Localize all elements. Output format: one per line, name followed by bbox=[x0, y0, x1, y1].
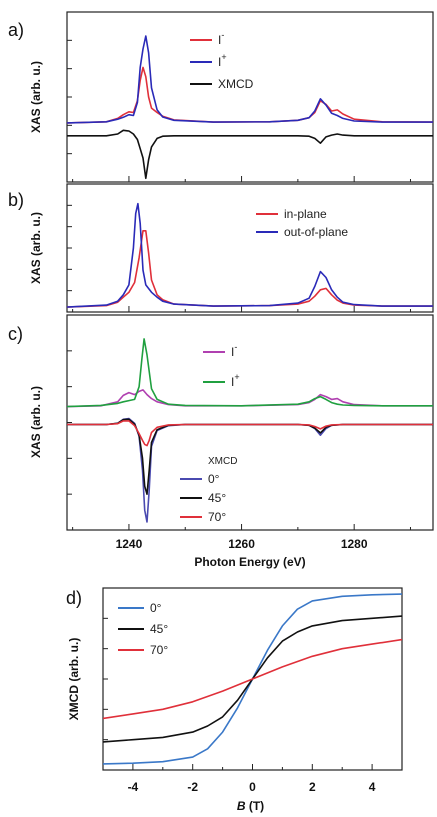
legend-label: 0° bbox=[208, 472, 220, 486]
plot-frame bbox=[66, 183, 434, 313]
legend-label: I bbox=[231, 375, 234, 389]
legend-label: 45° bbox=[208, 491, 226, 505]
legend-label: I bbox=[218, 33, 221, 47]
series-line-XMCD bbox=[67, 129, 433, 180]
series-line-0 bbox=[67, 417, 433, 523]
plot-frame bbox=[66, 314, 434, 531]
legend-entry: I+ bbox=[231, 372, 240, 389]
series-group bbox=[67, 35, 433, 180]
x-tick-label: 4 bbox=[369, 780, 376, 794]
legend-sup: + bbox=[234, 372, 239, 382]
x-tick-label: -4 bbox=[128, 780, 139, 794]
series-line-45 bbox=[67, 418, 433, 495]
legend-entry: 0° bbox=[150, 601, 162, 615]
legend-label: 70° bbox=[208, 510, 226, 524]
panel-label: b) bbox=[8, 190, 24, 210]
legend-label: out-of-plane bbox=[284, 225, 348, 239]
series-group bbox=[67, 338, 433, 523]
panel-a: a)XAS (arb. u.)I-I+XMCD bbox=[8, 11, 434, 183]
y-axis-label: XAS (arb. u.) bbox=[29, 386, 43, 458]
x-axis-label: Photon Energy (eV) bbox=[194, 555, 305, 569]
y-axis-label: XAS (arb. u.) bbox=[29, 212, 43, 284]
x-tick-label: 1240 bbox=[116, 537, 143, 551]
legend-entry: I- bbox=[218, 30, 224, 47]
legend-entry: 45° bbox=[150, 622, 168, 636]
series-line-I bbox=[67, 35, 433, 124]
x-tick-label: 1260 bbox=[228, 537, 255, 551]
series-group bbox=[67, 202, 433, 308]
series-line-outofplane bbox=[67, 202, 433, 308]
legend-entry: XMCD bbox=[218, 77, 254, 91]
legend-entry: I- bbox=[231, 342, 237, 359]
legend-label: 45° bbox=[150, 622, 168, 636]
legend-sup: + bbox=[221, 52, 226, 62]
panel-label: c) bbox=[8, 324, 23, 344]
series-line-I bbox=[67, 66, 433, 124]
panel-label: d) bbox=[66, 588, 82, 608]
legend-sup: - bbox=[221, 30, 224, 40]
legend-label: 0° bbox=[150, 601, 162, 615]
legend-entry: I+ bbox=[218, 52, 227, 69]
x-axis-label-var: B bbox=[237, 799, 246, 813]
y-axis-label: XMCD (arb. u.) bbox=[67, 638, 81, 721]
x-tick-label: -2 bbox=[187, 780, 198, 794]
series-group bbox=[103, 593, 402, 765]
x-tick-label: 2 bbox=[309, 780, 316, 794]
series-line-I bbox=[67, 338, 433, 408]
x-axis-label: B (T) bbox=[237, 799, 264, 813]
panel-b: b) XAS (arb. u.) in-plane out-of-plane bbox=[8, 183, 434, 313]
legend-entry: 45° bbox=[208, 491, 226, 505]
panel-c: c)XAS (arb. u.)1240 1260 1280I-I+XMCD0°45°… bbox=[8, 314, 434, 569]
legend-label: 70° bbox=[150, 643, 168, 657]
legend-title: XMCD bbox=[208, 456, 237, 467]
legend-entry: 70° bbox=[208, 510, 226, 524]
legend-sup: - bbox=[234, 342, 237, 352]
legend-label: I bbox=[218, 55, 221, 69]
legend-label: I bbox=[231, 345, 234, 359]
legend-entry: 70° bbox=[150, 643, 168, 657]
legend-label: XMCD bbox=[218, 77, 254, 91]
legend-entry: in-plane bbox=[284, 207, 327, 221]
x-tick-label: 1280 bbox=[341, 537, 368, 551]
legend-entry: 0° bbox=[208, 472, 220, 486]
y-axis-label: XAS (arb. u.) bbox=[29, 61, 43, 133]
panel-d: d) XMCD (arb. u.) -4 -2 0 2 4 0° 45° 70° B (T) bbox=[66, 587, 403, 813]
series-line-70 bbox=[103, 638, 402, 720]
series-line-70 bbox=[67, 420, 433, 447]
x-tick-label: 0 bbox=[249, 780, 256, 794]
legend-entry: out-of-plane bbox=[284, 225, 348, 239]
plot-frame bbox=[66, 11, 434, 183]
legend-label: in-plane bbox=[284, 207, 327, 221]
x-axis-label-unit: (T) bbox=[246, 799, 265, 813]
series-line-I bbox=[67, 389, 433, 408]
panel-label: a) bbox=[8, 20, 24, 40]
